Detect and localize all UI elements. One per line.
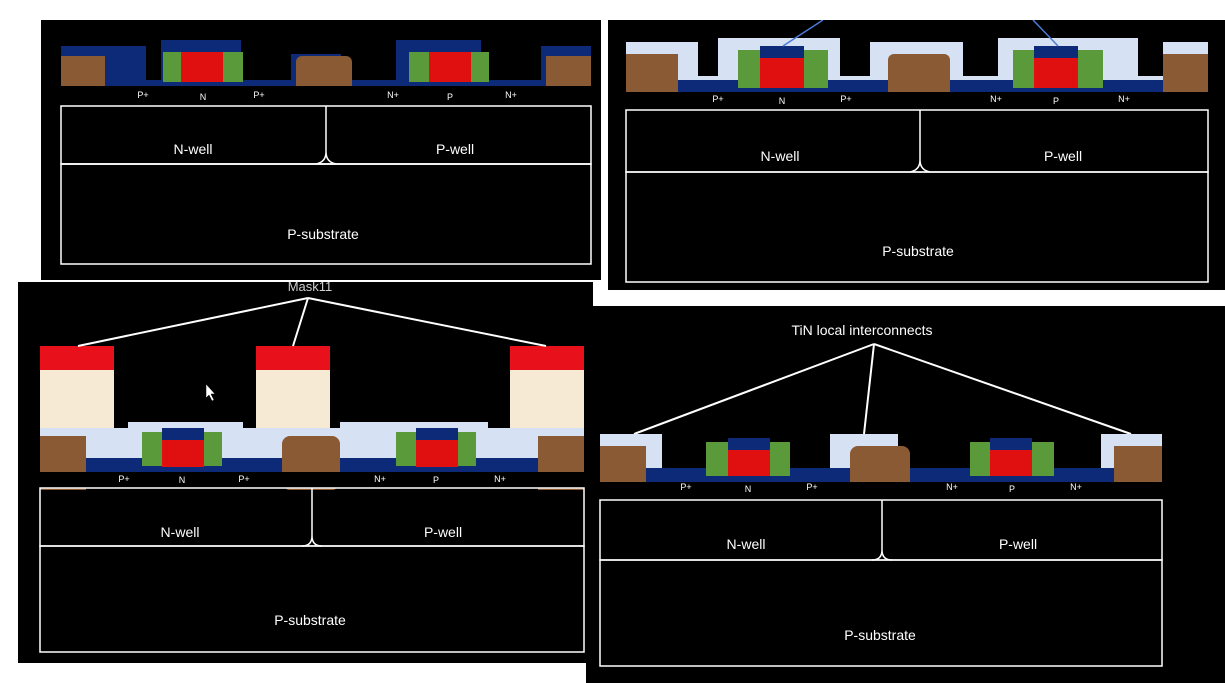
nmos-sd-left-label: N+ bbox=[990, 94, 1002, 104]
pwell-label: P-well bbox=[435, 141, 475, 157]
pmos-sd-left-label: P+ bbox=[137, 90, 149, 100]
silicon-surface bbox=[61, 86, 591, 106]
nwell-label: N-well bbox=[726, 536, 766, 552]
pmos-sd-right-label: P+ bbox=[238, 474, 250, 484]
substrate-label: P-substrate bbox=[844, 627, 916, 643]
pmos-gate-cap bbox=[162, 428, 204, 440]
nmos-gate bbox=[416, 437, 458, 467]
arrow-line bbox=[633, 343, 875, 435]
substrate-label: P-substrate bbox=[882, 243, 954, 259]
nmos-gate-cap bbox=[1034, 46, 1078, 58]
pmos-gate-cap bbox=[728, 438, 770, 450]
nmos-gate-cap bbox=[990, 438, 1032, 450]
nmos-gate bbox=[990, 448, 1032, 476]
substrate-label: P-substrate bbox=[274, 612, 346, 628]
nmos-sd-right-label: N+ bbox=[1070, 482, 1082, 492]
arrow-line bbox=[77, 297, 309, 347]
nmos-gate bbox=[429, 52, 471, 82]
pmos-body-label: N bbox=[199, 92, 207, 102]
nmos-sd-left-label: N+ bbox=[374, 474, 386, 484]
substrate-outline bbox=[625, 171, 1209, 283]
pmos-gate-cap bbox=[760, 46, 804, 58]
arrow-line bbox=[873, 343, 1132, 435]
pmos-body-label: N bbox=[178, 475, 186, 485]
nmos-gate bbox=[1034, 54, 1078, 88]
panel-3-cross-section: Mask11 P+ N P+ N+ P N+ N-well P-well P-s… bbox=[18, 282, 593, 663]
nwell-label: N-well bbox=[160, 524, 200, 540]
mask-cap-left bbox=[40, 346, 114, 370]
mask-cap-right bbox=[510, 346, 584, 370]
well-divider bbox=[871, 500, 893, 561]
panel-4-diagram bbox=[599, 343, 1163, 667]
mouse-cursor-icon bbox=[205, 383, 216, 402]
pmos-gate bbox=[728, 448, 770, 476]
arrow-line bbox=[863, 343, 875, 435]
panel-1-diagram bbox=[60, 40, 592, 265]
substrate-label: P-substrate bbox=[287, 226, 359, 242]
substrate-outline bbox=[60, 163, 592, 265]
pwell-label: P-well bbox=[423, 524, 463, 540]
nwell-label: N-well bbox=[760, 148, 800, 164]
pmos-sd-left-label: P+ bbox=[680, 482, 692, 492]
arrow-line bbox=[292, 297, 309, 347]
panel-3-diagram bbox=[39, 297, 585, 653]
pmos-gate bbox=[181, 52, 223, 82]
pmos-body-label: N bbox=[778, 96, 786, 106]
pointer-line bbox=[782, 20, 824, 47]
nmos-sd-left-label: N+ bbox=[387, 90, 399, 100]
nmos-sd-right-label: N+ bbox=[494, 474, 506, 484]
panel-4-cross-section: TiN local interconnects P+ N P+ N+ P N+ … bbox=[586, 306, 1225, 683]
pwell-label: P-well bbox=[1043, 148, 1083, 164]
nmos-body-label: P bbox=[1008, 484, 1016, 494]
substrate-outline bbox=[599, 559, 1163, 667]
pmos-sd-right-label: P+ bbox=[806, 482, 818, 492]
pmos-sd-left-label: P+ bbox=[118, 474, 130, 484]
pmos-gate bbox=[162, 437, 204, 467]
substrate-outline bbox=[39, 545, 585, 653]
nmos-sd-left-label: N+ bbox=[946, 482, 958, 492]
pmos-body-label: N bbox=[744, 484, 752, 494]
nmos-body-label: P bbox=[432, 475, 440, 485]
nmos-sd-right-label: N+ bbox=[1118, 94, 1130, 104]
pmos-sd-right-label: P+ bbox=[253, 90, 265, 100]
arrow-line bbox=[307, 297, 547, 347]
well-divider bbox=[909, 110, 931, 173]
panel-1-cross-section: P+ N P+ N+ P N+ N-well P-well P-substrat… bbox=[41, 20, 601, 280]
mask-callout-label: Mask11 bbox=[287, 282, 333, 294]
nmos-sd-right-label: N+ bbox=[505, 90, 517, 100]
pointer-line bbox=[1032, 20, 1059, 47]
mask-cap-middle bbox=[256, 346, 330, 370]
well-divider bbox=[301, 488, 323, 547]
well-outline bbox=[625, 109, 1209, 173]
pmos-sd-right-label: P+ bbox=[840, 94, 852, 104]
panel-2-cross-section: P+ N P+ N+ P N+ N-well P-well P-substrat… bbox=[608, 20, 1225, 290]
tin-callout-label: TiN local interconnects bbox=[791, 322, 933, 338]
well-outline bbox=[599, 499, 1163, 561]
pmos-sd-left-label: P+ bbox=[712, 94, 724, 104]
well-divider bbox=[315, 106, 337, 165]
nwell-label: N-well bbox=[173, 141, 213, 157]
nmos-body-label: P bbox=[1052, 96, 1060, 106]
nmos-body-label: P bbox=[446, 92, 454, 102]
nmos-gate-cap bbox=[416, 428, 458, 440]
panel-2-diagram bbox=[625, 20, 1209, 283]
pmos-gate bbox=[760, 54, 804, 88]
pwell-label: P-well bbox=[998, 536, 1038, 552]
